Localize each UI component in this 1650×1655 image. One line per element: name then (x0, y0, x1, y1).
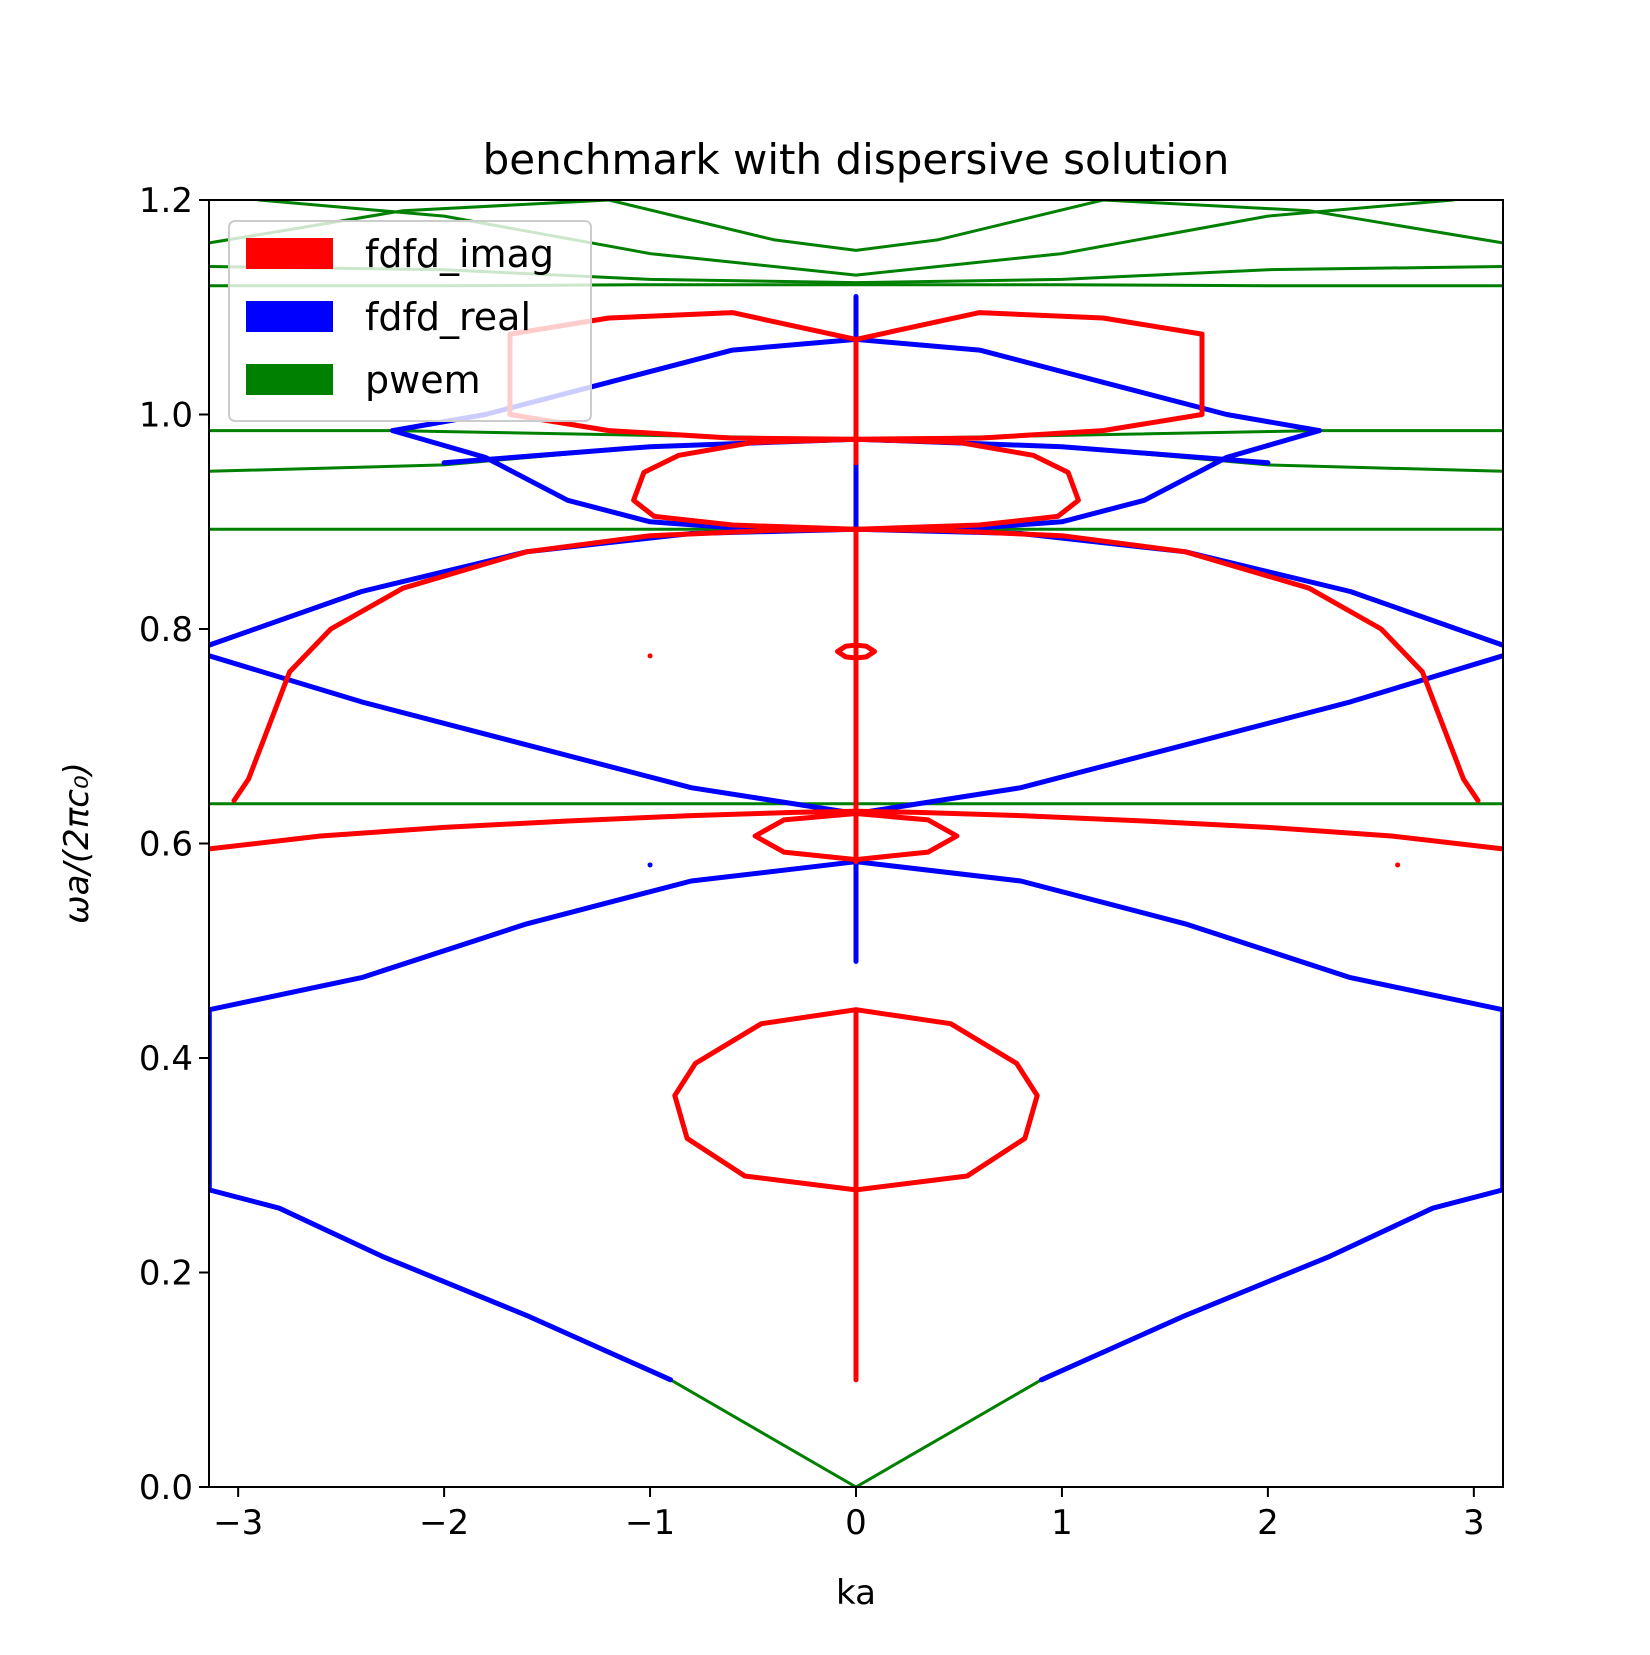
x-tick-label: 3 (1463, 1503, 1485, 1543)
legend-swatch-pwem (246, 364, 333, 395)
pwem-curve (257, 200, 1455, 277)
y-axis-label: ωa/(2πc₀) (57, 762, 97, 924)
y-tick-label: 0.0 (139, 1468, 193, 1508)
series-fdfd_imag (209, 310, 1503, 1383)
y-tick-label: 0.8 (139, 610, 193, 650)
chart-title: benchmark with dispersive solution (483, 135, 1230, 184)
legend-label-fdfd_real: fdfd_real (365, 295, 531, 339)
axis-layer: −3 −2 −1 0 1 2 3 0.0 0.2 0.4 0.6 0.8 1.0 1.2 (139, 181, 1485, 1543)
fdfd_imag-curve (507, 310, 1205, 442)
fdfd_imag-curve (209, 808, 1503, 852)
y-tick-label: 0.6 (139, 825, 193, 865)
fdfd_real-curve (209, 1187, 674, 1383)
pwem-curve (669, 1378, 1043, 1487)
x-tick-label: 0 (845, 1503, 867, 1543)
legend-swatch-fdfd_real (246, 301, 333, 332)
y-tick-label: 1.0 (139, 396, 193, 436)
x-tick-label: 2 (1257, 1503, 1279, 1543)
x-axis-label: ka (836, 1573, 876, 1613)
fdfd_imag-point (647, 653, 653, 659)
fdfd_imag-curve (672, 1007, 1040, 1193)
x-tick-label: −2 (419, 1503, 469, 1543)
fdfd_real-point (647, 862, 653, 868)
legend-label-fdfd_imag: fdfd_imag (365, 232, 554, 276)
legend-label-pwem: pwem (365, 358, 481, 402)
x-tick-label: 1 (1051, 1503, 1073, 1543)
fdfd_imag-curve (835, 642, 877, 661)
fdfd_imag-curve (752, 811, 960, 863)
plot-data-layer (209, 200, 1503, 1487)
y-tick-label: 1.2 (139, 181, 193, 221)
x-tick-label: −3 (213, 1503, 263, 1543)
fdfd_imag-point (1395, 862, 1401, 868)
fdfd_real-curve (1038, 1187, 1503, 1383)
pwem-curve (209, 200, 1503, 252)
y-tick-label: 0.4 (139, 1039, 193, 1079)
x-tick-label: −1 (625, 1503, 675, 1543)
legend-swatch-fdfd_imag (246, 238, 333, 269)
y-tick-label: 0.2 (139, 1254, 193, 1294)
